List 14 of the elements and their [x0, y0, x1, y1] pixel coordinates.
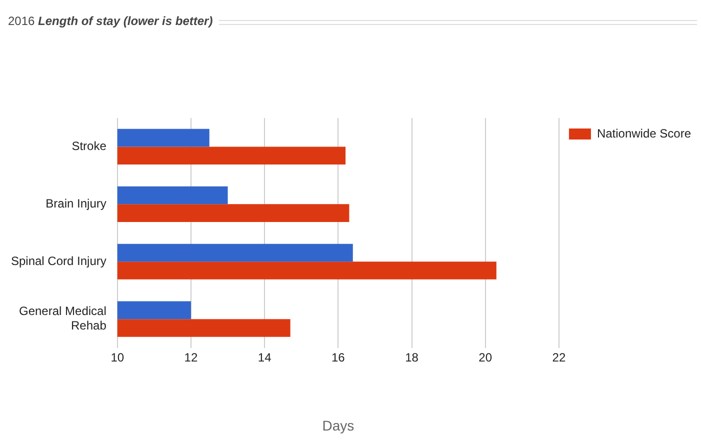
x-tick-label: 20 [478, 350, 492, 364]
y-tick-label: Brain Injury [46, 196, 106, 210]
x-tick-label: 12 [184, 350, 198, 364]
x-tick-label: 10 [110, 350, 124, 364]
y-tick-label: Spinal Cord Injury [10, 254, 106, 268]
x-tick-label: 16 [331, 350, 346, 364]
x-axis-title: Days [322, 417, 354, 434]
x-tick-label: 14 [258, 350, 272, 364]
y-tick-label: Stroke [72, 139, 107, 154]
y-tick-label: General Medical Rehab [19, 304, 107, 333]
legend-label: Nationwide Score [596, 126, 692, 140]
x-tick-label: 22 [552, 350, 566, 364]
chart-title: 2016 Length of stay (lower is better) [8, 14, 213, 28]
x-tick-label: 18 [405, 350, 419, 364]
